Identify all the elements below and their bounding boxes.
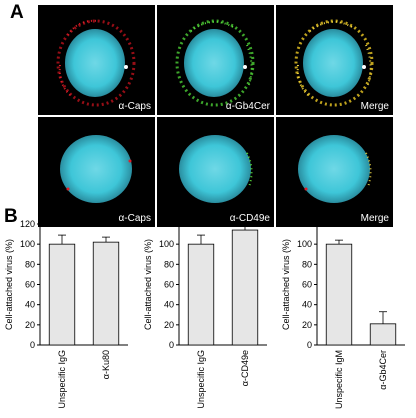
x-tick-label: Unspecific IgG bbox=[57, 350, 67, 409]
x-tick-label: α-Ku80 bbox=[101, 350, 111, 379]
y-tick-label: 60 bbox=[164, 280, 174, 290]
x-tick-label: α-CD49e bbox=[240, 350, 250, 386]
y-axis-title: Cell-attached virus (%) bbox=[4, 239, 14, 330]
x-tick-label: α-Gb4Cer bbox=[378, 350, 388, 390]
y-tick-label: 0 bbox=[169, 340, 174, 350]
y-tick-label: 0 bbox=[307, 340, 312, 350]
y-tick-label: 100 bbox=[159, 239, 174, 249]
y-tick-label: 120 bbox=[159, 219, 174, 229]
y-tick-label: 80 bbox=[302, 259, 312, 269]
micrograph-row2-cd49e: α-CD49e bbox=[157, 117, 274, 227]
micrograph-row2-caps: α-Caps bbox=[38, 117, 155, 227]
micrograph-label: α-Gb4Cer bbox=[225, 101, 270, 112]
bar bbox=[325, 243, 353, 346]
bar bbox=[231, 229, 259, 346]
y-tick-label: 40 bbox=[164, 300, 174, 310]
micrograph-label: Merge bbox=[360, 213, 389, 224]
bar bbox=[369, 323, 397, 346]
micrograph-label: α-Caps bbox=[118, 213, 151, 224]
y-tick-label: 60 bbox=[25, 280, 35, 290]
y-tick-label: 20 bbox=[164, 320, 174, 330]
cell-image bbox=[60, 135, 132, 203]
y-tick-label: 40 bbox=[302, 300, 312, 310]
y-tick-label: 20 bbox=[25, 320, 35, 330]
y-tick-label: 120 bbox=[20, 219, 35, 229]
cell-image bbox=[179, 135, 253, 203]
micrograph-row1-gb4cer: α-Gb4Cer bbox=[157, 5, 274, 115]
panel-a-letter: A bbox=[10, 2, 24, 23]
bar-chart-ku80: Cell-attached virus (%) 0 20 40 60 80 100 120 Un… bbox=[0, 219, 138, 418]
micrograph-row1-merge: Merge bbox=[276, 5, 393, 115]
cell-image bbox=[56, 19, 136, 107]
bar bbox=[187, 243, 215, 346]
bar bbox=[48, 243, 76, 346]
micrograph-label: α-CD49e bbox=[229, 213, 270, 224]
y-tick-label: 80 bbox=[25, 259, 35, 269]
y-tick-label: 100 bbox=[297, 239, 312, 249]
bar-chart-svg: Cell-attached virus (%) 0 20 40 60 80 100 120 Un… bbox=[4, 219, 128, 409]
bar bbox=[92, 241, 120, 346]
y-tick-label: 20 bbox=[302, 320, 312, 330]
x-tick-label: Unspecific IgG bbox=[196, 350, 206, 409]
y-tick-label: 0 bbox=[30, 340, 35, 350]
y-tick-label: 80 bbox=[164, 259, 174, 269]
y-tick-label: 40 bbox=[25, 300, 35, 310]
micrograph-row1-caps: α-Caps bbox=[38, 5, 155, 115]
cell-image bbox=[175, 19, 255, 107]
bar-chart-cd49e: Cell-attached virus (%) 0 20 40 60 80 100 120 Un… bbox=[139, 219, 277, 418]
y-tick-label: 100 bbox=[20, 239, 35, 249]
micrograph-label: Merge bbox=[360, 101, 389, 112]
panel-b-letter: B bbox=[4, 206, 18, 227]
cell-image bbox=[298, 135, 372, 203]
bar-chart-svg: Cell-attached virus (%) 0 20 40 60 80 100 120 Un… bbox=[281, 219, 405, 409]
bar-chart-gb4cer: Cell-attached virus (%) 0 20 40 60 80 100 120 Un… bbox=[277, 219, 415, 418]
micrograph-label: α-Caps bbox=[118, 101, 151, 112]
y-axis-title: Cell-attached virus (%) bbox=[143, 239, 153, 330]
y-tick-label: 60 bbox=[302, 280, 312, 290]
y-tick-label: 120 bbox=[297, 219, 312, 229]
cell-image bbox=[294, 19, 374, 107]
bar-chart-svg: Cell-attached virus (%) 0 20 40 60 80 100 120 Un… bbox=[143, 219, 267, 409]
micrograph-row2-merge: Merge bbox=[276, 117, 393, 227]
y-axis-title: Cell-attached virus (%) bbox=[281, 239, 291, 330]
x-tick-label: Unspecific IgM bbox=[334, 350, 344, 409]
